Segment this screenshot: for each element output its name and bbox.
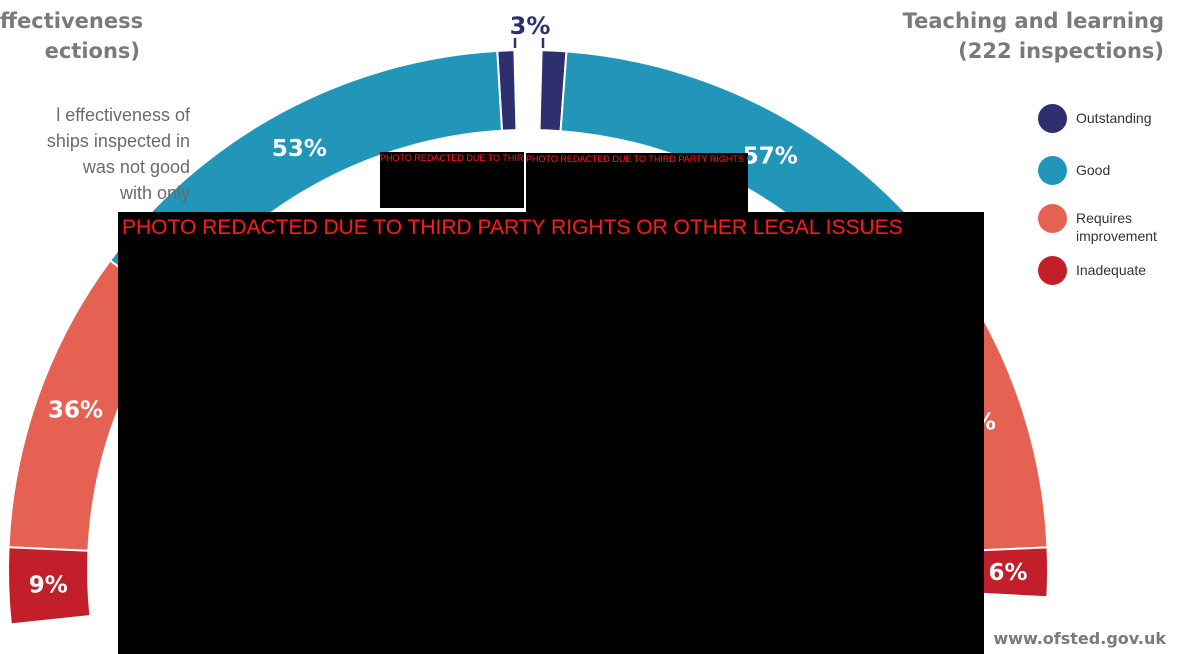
body-line: was not good xyxy=(82,157,190,177)
legend-swatch-good xyxy=(1038,156,1067,185)
redacted-photo-small-left: PHOTO REDACTED DUE TO THIRD PARTY RIGHTS… xyxy=(380,152,524,208)
body-line: ships inspected in xyxy=(46,131,190,151)
right-title-line2: (222 inspections) xyxy=(958,39,1164,64)
legend-item-outstanding: Outstanding xyxy=(1038,104,1176,133)
left-title-line1: ffectiveness xyxy=(0,9,144,33)
body-line: l effectiveness of xyxy=(56,105,190,125)
redaction-label: PHOTO REDACTED DUE TO THIRD PARTY RIGHTS… xyxy=(380,153,524,163)
legend-label: Good xyxy=(1076,162,1111,178)
redacted-photo-small-right: PHOTO REDACTED DUE TO THIRD PARTY RIGHTS… xyxy=(526,153,748,217)
chart1-data-label: 9% xyxy=(29,573,68,599)
legend-swatch-requires-improvement xyxy=(1038,204,1067,233)
footer-url: www.ofsted.gov.uk xyxy=(993,629,1166,648)
redacted-photo-main: PHOTO REDACTED DUE TO THIRD PARTY RIGHTS… xyxy=(118,212,984,654)
chart1-segment-inadequate xyxy=(7,546,92,626)
legend-swatch-outstanding xyxy=(1038,104,1067,133)
chart1-data-label: 53% xyxy=(272,136,327,162)
left-title-line2: ections) xyxy=(44,39,140,64)
right-chart-title: Teaching and learning (222 inspections) xyxy=(844,6,1164,67)
chart1-data-label: 36% xyxy=(48,398,103,424)
left-chart-title: ffectiveness ections) xyxy=(0,6,144,67)
legend-label: Outstanding xyxy=(1076,110,1152,126)
legend-label: Requires improvement xyxy=(1076,210,1157,244)
body-line: with only xyxy=(119,183,190,203)
chart2-outstanding-label: 3% xyxy=(510,12,551,40)
right-title-line1: Teaching and learning xyxy=(902,9,1164,33)
chart2-data-label: 57% xyxy=(743,144,798,170)
chart2-data-label: 6% xyxy=(988,560,1027,586)
legend-item-requires-improvement: Requires improvement xyxy=(1038,204,1176,245)
legend-item-inadequate: Inadequate xyxy=(1038,256,1176,285)
legend-item-good: Good xyxy=(1038,156,1176,185)
redaction-label: PHOTO REDACTED DUE TO THIRD PARTY RIGHTS… xyxy=(526,154,748,164)
legend-label: Inadequate xyxy=(1076,262,1147,278)
legend-swatch-inadequate xyxy=(1038,256,1067,285)
redaction-label: PHOTO REDACTED DUE TO THIRD PARTY RIGHTS… xyxy=(122,216,903,239)
